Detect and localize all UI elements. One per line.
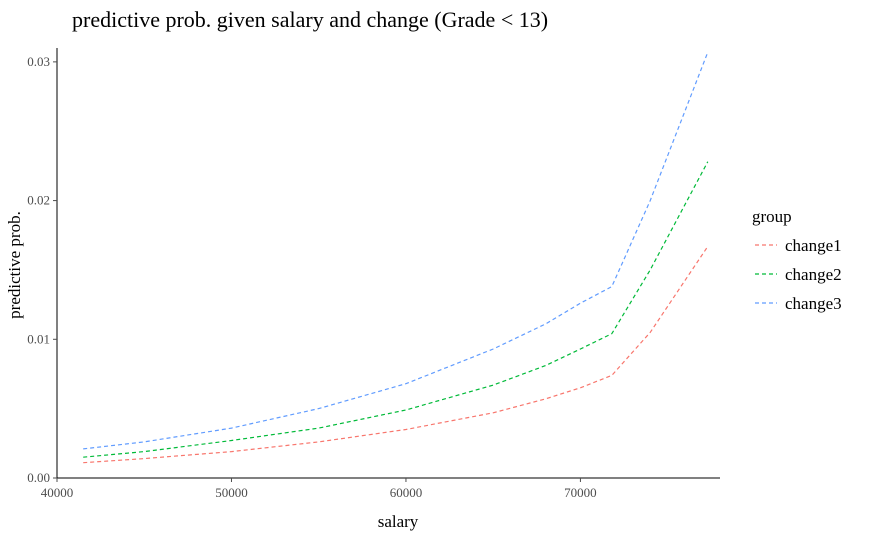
legend: group change1 change2 change3 [752, 207, 842, 313]
x-tick-label: 50000 [215, 485, 248, 500]
y-tick-label: 0.01 [27, 331, 50, 346]
x-tick-label: 70000 [564, 485, 597, 500]
series-layer [83, 51, 709, 464]
y-tick-label: 0.02 [27, 193, 50, 208]
chart-title: predictive prob. given salary and change… [72, 7, 548, 32]
x-axis-title: salary [378, 512, 419, 531]
x-tick-label: 60000 [390, 485, 423, 500]
series-line-change3 [83, 51, 709, 450]
y-axis-title: predictive prob. [5, 211, 24, 319]
series-line-change2 [83, 161, 709, 458]
x-tick-label: 40000 [41, 485, 74, 500]
legend-label-change2: change2 [785, 265, 842, 284]
axes: 0.00 0.01 0.02 0.03 40000 50000 60000 70000 [27, 48, 720, 500]
y-tick-label: 0.03 [27, 54, 50, 69]
series-line-change1 [83, 246, 709, 464]
legend-label-change3: change3 [785, 294, 842, 313]
legend-title: group [752, 207, 792, 226]
y-tick-label: 0.00 [27, 470, 50, 485]
legend-label-change1: change1 [785, 236, 842, 255]
